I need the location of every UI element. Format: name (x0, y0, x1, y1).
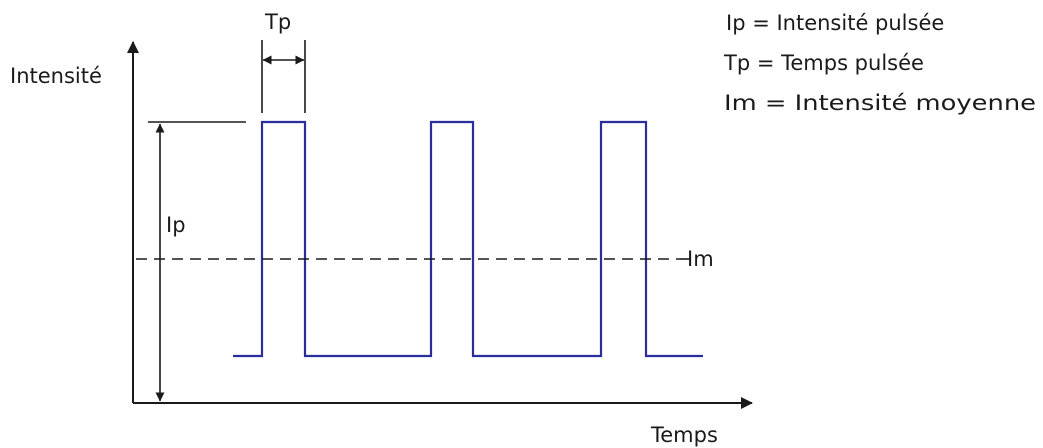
ip-label: Ip (166, 213, 186, 237)
tp-label: Tp (264, 10, 291, 34)
legend-im: Im = Intensité moyenne (724, 91, 1036, 115)
legend-ip: Ip = Intensité pulsée (726, 11, 944, 35)
pulse-waveform (233, 120, 703, 358)
y-axis-label: Intensité (10, 64, 102, 88)
x-axis-label: Temps (650, 423, 718, 447)
im-label: Im (687, 247, 714, 271)
legend-tp: Tp = Temps pulsée (723, 51, 924, 75)
